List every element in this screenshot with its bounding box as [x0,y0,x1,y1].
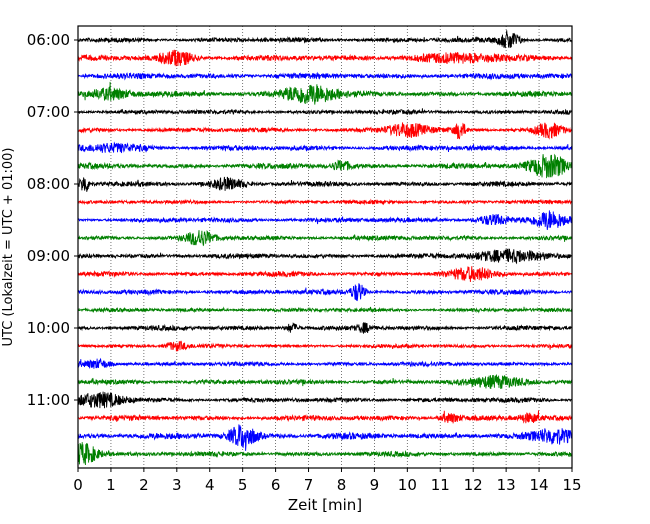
trace-row-17 [77,340,573,352]
y-tick-label: 11:00 [27,391,70,409]
trace-row-23 [77,442,573,466]
x-tick-label: 11 [431,476,450,494]
trace-row-3 [77,81,573,105]
x-tick-label: 15 [562,476,581,494]
x-tick-label: 6 [271,476,281,494]
trace-row-18 [77,357,573,369]
x-tick-label: 12 [464,476,483,494]
x-tick-label: 13 [497,476,516,494]
trace-row-4 [77,108,573,116]
y-tick-label: 10:00 [27,319,70,337]
trace-row-15 [77,306,573,314]
x-tick-label: 14 [530,476,549,494]
y-axis-label: UTC (Lokalzeit = UTC + 01:00) [1,148,16,347]
plot-frame [77,25,573,469]
traces [77,30,573,466]
trace-row-21 [77,410,573,424]
x-tick-label: 5 [238,476,248,494]
x-tick-label: 2 [139,476,149,494]
x-tick-label: 1 [106,476,116,494]
x-tick-label: 8 [337,476,347,494]
x-tick-label: 3 [172,476,182,494]
trace-row-16 [77,322,573,334]
x-tick-label: 10 [398,476,417,494]
trace-row-19 [77,373,573,390]
y-tick-label: 06:00 [27,31,70,49]
x-axis-label: Zeit [min] [288,496,362,514]
trace-row-10 [77,210,573,231]
x-ticks: 0 1 2 3 4 5 6 7 8 9 10 11 12 13 14 15 [73,468,582,494]
trace-row-22 [77,424,573,451]
y-tick-label: 07:00 [27,103,70,121]
x-tick-label: 7 [304,476,314,494]
trace-row-20 [77,391,573,409]
trace-row-8 [77,176,573,192]
trace-row-14 [77,283,573,302]
y-tick-label: 09:00 [27,247,70,265]
x-tick-label: 4 [205,476,215,494]
trace-row-5 [77,122,573,140]
trace-row-0 [77,30,573,49]
x-tick-label: 9 [370,476,380,494]
trace-row-13 [77,266,573,283]
y-tick-label: 08:00 [27,175,70,193]
trace-row-11 [77,229,573,247]
trace-row-2 [77,71,573,81]
trace-row-9 [77,198,573,206]
trace-row-6 [77,141,573,154]
trace-row-1 [77,49,573,67]
y-ticks: 06:00 07:00 08:00 09:00 10:00 11:00 [27,31,78,409]
trace-row-7 [77,153,573,179]
trace-row-12 [77,248,573,265]
x-tick-label: 0 [73,476,83,494]
